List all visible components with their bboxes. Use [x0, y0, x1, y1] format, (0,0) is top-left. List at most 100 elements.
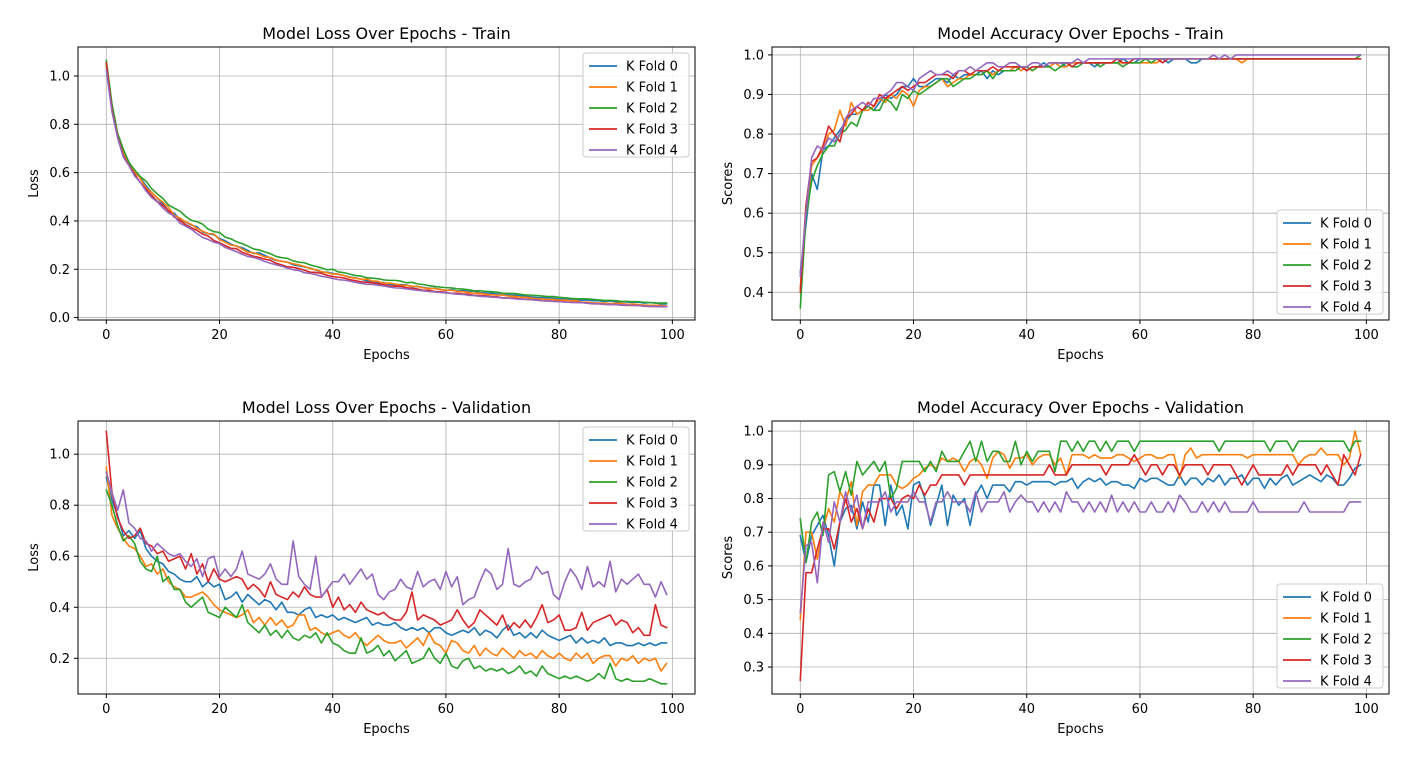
- x-tick-label: 100: [1354, 328, 1379, 343]
- legend-label-k-fold-4: K Fold 4: [1320, 675, 1372, 690]
- chart-title: Model Loss Over Epochs - Train: [262, 24, 511, 43]
- series-line-k-fold-4: [105, 69, 668, 308]
- x-tick-label: 0: [796, 702, 804, 717]
- x-tick-label: 60: [1132, 702, 1149, 717]
- x-axis-label: Epochs: [1057, 722, 1104, 737]
- x-tick-label: 20: [211, 702, 228, 717]
- y-tick-label: 0.4: [743, 286, 764, 301]
- x-axis-label: Epochs: [1057, 348, 1104, 363]
- plot-frame: [771, 420, 1390, 695]
- y-tick-label: 0.4: [49, 214, 70, 229]
- y-tick-label: 1.0: [49, 69, 70, 84]
- series-line-k-fold-1: [105, 65, 668, 307]
- y-tick-label: 1.0: [743, 48, 764, 63]
- x-tick-label: 0: [102, 328, 110, 343]
- series-line-k-fold-2: [105, 59, 668, 304]
- y-tick-label: 0.6: [743, 559, 764, 574]
- series-line-k-fold-3: [799, 58, 1362, 294]
- legend-label-k-fold-0: K Fold 0: [1320, 217, 1372, 232]
- y-axis-label: Scores: [721, 536, 736, 579]
- y-tick-label: 0.3: [743, 661, 764, 676]
- y-tick-label: 1.0: [49, 448, 70, 463]
- y-tick-label: 0.7: [743, 526, 764, 541]
- series-line-k-fold-3: [799, 453, 1362, 682]
- x-tick-label: 40: [324, 328, 341, 343]
- series-line-k-fold-4: [799, 54, 1362, 278]
- legend-label-k-fold-2: K Fold 2: [626, 102, 678, 117]
- legend-box: [1276, 209, 1384, 315]
- legend-label-k-fold-1: K Fold 1: [626, 81, 678, 96]
- legend-label-k-fold-2: K Fold 2: [1320, 259, 1372, 274]
- series-line-k-fold-1: [799, 430, 1362, 621]
- series-line-k-fold-0: [105, 476, 668, 647]
- series-line-k-fold-2: [105, 489, 668, 685]
- y-tick-label: 0.8: [49, 499, 70, 514]
- x-tick-label: 80: [1245, 702, 1262, 717]
- x-tick-label: 100: [660, 328, 685, 343]
- y-axis-label: Loss: [27, 543, 42, 572]
- chart-panel-1: 0 20 40 60 80 100 0.4 0.5 0.6 0.7 0.8 0.9 1.0 Model A…: [721, 24, 1390, 363]
- y-tick-label: 0.8: [743, 492, 764, 507]
- legend-label-k-fold-3: K Fold 3: [1320, 280, 1372, 295]
- legend-label-k-fold-3: K Fold 3: [626, 497, 678, 512]
- y-tick-label: 0.5: [743, 593, 764, 608]
- legend-label-k-fold-1: K Fold 1: [1320, 238, 1372, 253]
- legend-label-k-fold-3: K Fold 3: [626, 123, 678, 138]
- plot-frame: [77, 420, 696, 695]
- y-axis-label: Scores: [721, 162, 736, 205]
- y-tick-label: 0.0: [49, 311, 70, 326]
- series-line-k-fold-4: [799, 490, 1362, 614]
- y-tick-label: 0.9: [743, 88, 764, 103]
- legend: K Fold 0 K Fold 1 K Fold 2 K Fold 3 K Fold 4: [582, 52, 690, 159]
- x-tick-label: 80: [551, 702, 568, 717]
- y-tick-label: 0.6: [49, 166, 70, 181]
- y-tick-label: 0.4: [49, 601, 70, 616]
- x-axis-label: Epochs: [363, 348, 410, 363]
- legend: K Fold 0 K Fold 1 K Fold 2 K Fold 3 K Fold 4: [1276, 209, 1384, 316]
- legend-label-k-fold-2: K Fold 2: [1320, 633, 1372, 648]
- chart-panel-0: 0 20 40 60 80 100 0.0 0.2 0.4 0.6 0.8 1.0 Model Loss…: [27, 24, 696, 363]
- y-tick-label: 1.0: [743, 425, 764, 440]
- y-tick-label: 0.4: [743, 627, 764, 642]
- y-tick-label: 0.7: [743, 167, 764, 182]
- x-tick-label: 40: [324, 702, 341, 717]
- legend-label-k-fold-0: K Fold 0: [1320, 591, 1372, 606]
- x-axis-label: Epochs: [363, 722, 410, 737]
- y-tick-label: 0.8: [49, 118, 70, 133]
- plot-frame: [77, 46, 696, 321]
- legend: K Fold 0 K Fold 1 K Fold 2 K Fold 3 K Fold 4: [1276, 583, 1384, 690]
- legend-box: [582, 52, 690, 158]
- y-tick-label: 0.8: [743, 128, 764, 143]
- legend-label-k-fold-0: K Fold 0: [626, 434, 678, 449]
- series-line-k-fold-2: [799, 440, 1362, 564]
- chart-title: Model Accuracy Over Epochs - Validation: [917, 398, 1244, 417]
- y-tick-label: 0.6: [49, 550, 70, 565]
- y-axis-label: Loss: [27, 169, 42, 198]
- y-tick-label: 0.2: [49, 652, 70, 667]
- x-tick-label: 60: [438, 702, 455, 717]
- legend-label-k-fold-3: K Fold 3: [1320, 654, 1372, 669]
- y-tick-label: 0.9: [743, 458, 764, 473]
- y-tick-label: 0.2: [49, 263, 70, 278]
- x-tick-label: 20: [905, 702, 922, 717]
- x-tick-label: 60: [1132, 328, 1149, 343]
- legend-label-k-fold-0: K Fold 0: [626, 60, 678, 75]
- x-tick-label: 40: [1018, 702, 1035, 717]
- plot-frame: [771, 46, 1390, 321]
- legend-label-k-fold-4: K Fold 4: [1320, 301, 1372, 316]
- x-tick-label: 20: [211, 328, 228, 343]
- legend-label-k-fold-4: K Fold 4: [626, 518, 678, 533]
- series-line-k-fold-1: [105, 466, 668, 672]
- x-tick-label: 0: [102, 702, 110, 717]
- x-tick-label: 100: [1354, 702, 1379, 717]
- x-tick-label: 80: [551, 328, 568, 343]
- legend-label-k-fold-4: K Fold 4: [626, 144, 678, 159]
- legend-label-k-fold-1: K Fold 1: [1320, 612, 1372, 627]
- chart-title: Model Loss Over Epochs - Validation: [242, 398, 531, 417]
- x-tick-label: 40: [1018, 328, 1035, 343]
- legend-label-k-fold-1: K Fold 1: [626, 455, 678, 470]
- legend-box: [1276, 583, 1384, 689]
- chart-panel-3: 0 20 40 60 80 100 0.3 0.4 0.5 0.6 0.7 0.8 0.9 1.0 Mode…: [721, 398, 1390, 737]
- x-tick-label: 0: [796, 328, 804, 343]
